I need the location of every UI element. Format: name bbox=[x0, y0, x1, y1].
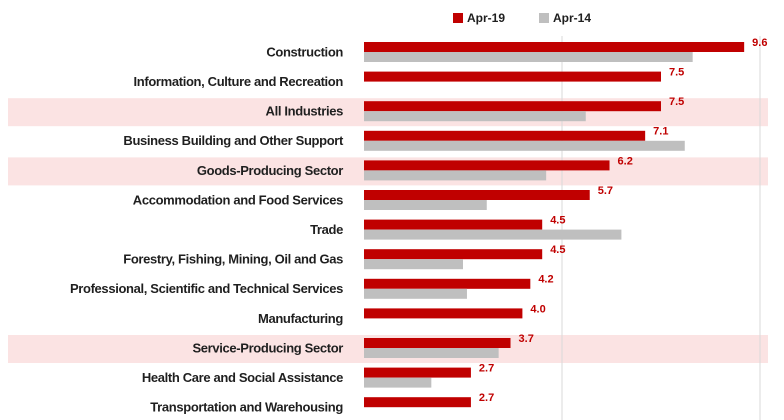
value-label: 4.0 bbox=[530, 303, 545, 315]
legend-swatch bbox=[453, 13, 463, 23]
category-label: Construction bbox=[266, 44, 343, 59]
bar bbox=[364, 140, 685, 151]
bar bbox=[364, 200, 487, 210]
bar bbox=[364, 249, 543, 260]
legend-label: Apr-14 bbox=[553, 11, 591, 25]
value-label: 4.5 bbox=[550, 244, 565, 256]
category-label: Information, Culture and Recreation bbox=[134, 74, 344, 89]
value-label: 6.2 bbox=[618, 155, 633, 167]
category-label: Transportation and Warehousing bbox=[150, 400, 343, 415]
category-label: Professional, Scientific and Technical S… bbox=[70, 281, 343, 296]
bar bbox=[364, 71, 661, 82]
category-label: Manufacturing bbox=[258, 311, 343, 326]
bar bbox=[364, 190, 590, 200]
category-label: Accommodation and Food Services bbox=[133, 192, 343, 207]
bar bbox=[364, 42, 745, 52]
bar bbox=[364, 160, 610, 171]
bar bbox=[364, 397, 471, 408]
value-label: 7.5 bbox=[669, 96, 684, 108]
bar bbox=[364, 219, 543, 230]
bar bbox=[364, 288, 467, 299]
bar bbox=[364, 367, 471, 378]
value-label: 5.7 bbox=[598, 185, 613, 197]
bar bbox=[364, 101, 661, 112]
bar bbox=[364, 259, 463, 270]
value-label: 4.2 bbox=[538, 274, 553, 286]
category-label: Business Building and Other Support bbox=[123, 133, 344, 148]
bar bbox=[364, 170, 547, 181]
legend-label: Apr-19 bbox=[467, 11, 505, 25]
value-label: 2.7 bbox=[479, 363, 494, 375]
value-label: 9.6 bbox=[752, 37, 767, 49]
bar bbox=[364, 278, 531, 289]
value-label: 3.7 bbox=[519, 333, 534, 345]
value-label: 4.5 bbox=[550, 215, 565, 227]
bar bbox=[364, 229, 622, 240]
value-label: 7.5 bbox=[669, 67, 684, 79]
legend-swatch bbox=[539, 13, 549, 23]
bar bbox=[364, 338, 511, 348]
bar bbox=[364, 130, 646, 141]
category-label: Health Care and Social Assistance bbox=[142, 370, 343, 385]
bar bbox=[364, 348, 499, 358]
value-label: 7.1 bbox=[653, 126, 668, 138]
category-label: Goods-Producing Sector bbox=[197, 163, 343, 178]
category-label: Forestry, Fishing, Mining, Oil and Gas bbox=[123, 252, 343, 267]
bar bbox=[364, 52, 693, 62]
category-label: All Industries bbox=[266, 104, 344, 119]
value-label: 2.7 bbox=[479, 392, 494, 404]
bar bbox=[364, 377, 432, 388]
category-label: Service-Producing Sector bbox=[192, 340, 343, 355]
bar bbox=[364, 308, 523, 319]
category-label: Trade bbox=[310, 222, 343, 237]
bar bbox=[364, 111, 586, 122]
